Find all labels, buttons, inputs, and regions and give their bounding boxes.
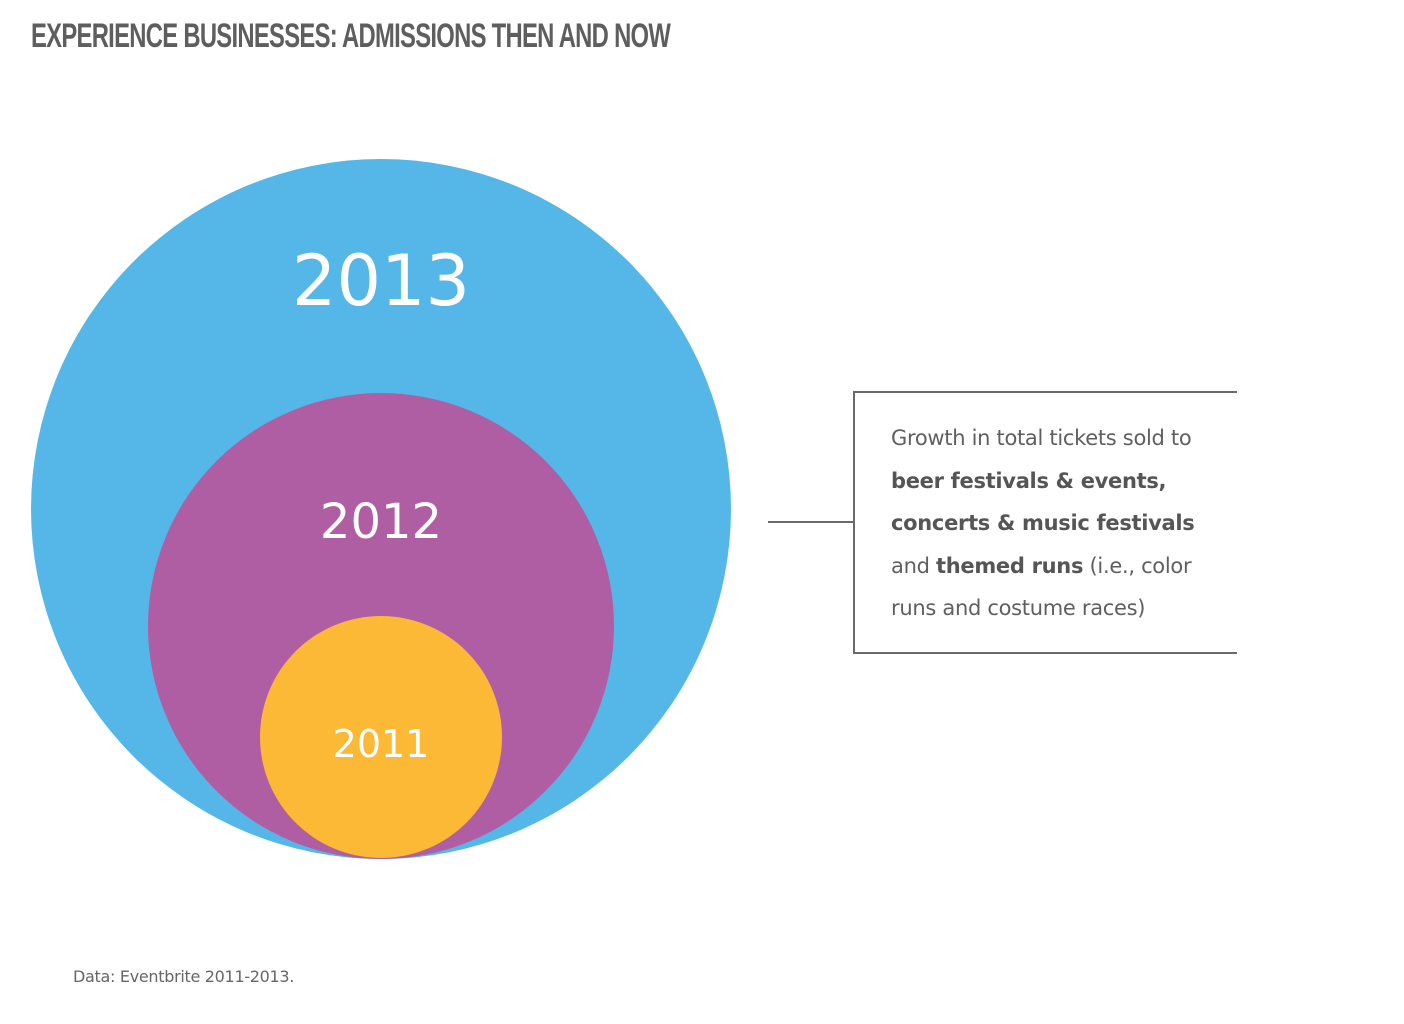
callout-themed-runs: themed runs xyxy=(935,553,1084,578)
callout-line-5: runs and costume races) xyxy=(891,596,1146,620)
page-title: EXPERIENCE BUSINESSES: ADMISSIONS THEN A… xyxy=(31,17,671,55)
callout-concerts: concerts & music festivals xyxy=(891,511,1195,535)
callout-line-4-pre: and xyxy=(891,553,936,578)
circle-label-2012: 2012 xyxy=(320,494,442,550)
callout-connector-line xyxy=(768,521,854,523)
callout-bracket xyxy=(853,391,1237,654)
circle-2011 xyxy=(260,616,502,858)
callout-text: Growth in total tickets sold to beer fest… xyxy=(891,417,1241,630)
circle-label-2011: 2011 xyxy=(333,722,430,766)
callout-line-1: Growth in total tickets sold to xyxy=(891,426,1192,450)
callout-beer-festivals: beer festivals & events, xyxy=(891,468,1167,493)
circle-label-2013: 2013 xyxy=(292,240,470,322)
source-note: Data: Eventbrite 2011-2013. xyxy=(73,967,295,986)
callout-line-4-post: (i.e., color xyxy=(1083,553,1192,578)
